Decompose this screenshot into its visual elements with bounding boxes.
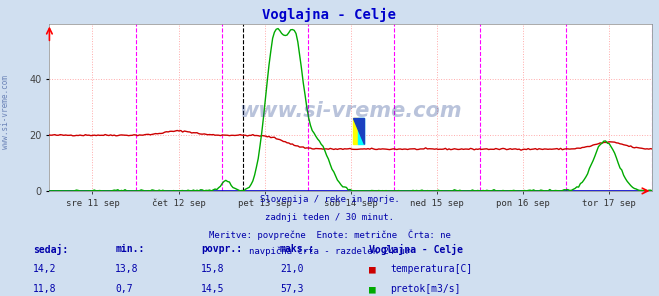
Text: min.:: min.:: [115, 244, 145, 254]
Polygon shape: [353, 118, 364, 144]
Text: navpična črta - razdelek 24 ur: navpična črta - razdelek 24 ur: [249, 247, 410, 256]
Text: maks.:: maks.:: [280, 244, 315, 254]
Text: 14,2: 14,2: [33, 264, 57, 274]
Bar: [358, 118, 364, 144]
Text: pretok[m3/s]: pretok[m3/s]: [390, 284, 461, 295]
Text: povpr.:: povpr.:: [201, 244, 242, 254]
Text: sedaj:: sedaj:: [33, 244, 68, 255]
Text: Slovenija / reke in morje.: Slovenija / reke in morje.: [260, 195, 399, 204]
Text: 0,7: 0,7: [115, 284, 133, 295]
Text: 57,3: 57,3: [280, 284, 304, 295]
Text: ■: ■: [369, 284, 376, 295]
Text: 14,5: 14,5: [201, 284, 225, 295]
Text: temperatura[C]: temperatura[C]: [390, 264, 473, 274]
Text: zadnji teden / 30 minut.: zadnji teden / 30 minut.: [265, 213, 394, 221]
Text: Meritve: povprečne  Enote: metrične  Črta: ne: Meritve: povprečne Enote: metrične Črta:…: [208, 230, 451, 240]
Text: 11,8: 11,8: [33, 284, 57, 295]
Text: Voglajna - Celje: Voglajna - Celje: [262, 7, 397, 22]
Text: 13,8: 13,8: [115, 264, 139, 274]
Text: 21,0: 21,0: [280, 264, 304, 274]
Text: Voglajna - Celje: Voglajna - Celje: [369, 244, 463, 255]
Text: www.si-vreme.com: www.si-vreme.com: [1, 75, 10, 149]
Text: ■: ■: [369, 264, 376, 274]
Bar: [353, 118, 358, 144]
Text: www.si-vreme.com: www.si-vreme.com: [240, 101, 462, 121]
Text: 15,8: 15,8: [201, 264, 225, 274]
